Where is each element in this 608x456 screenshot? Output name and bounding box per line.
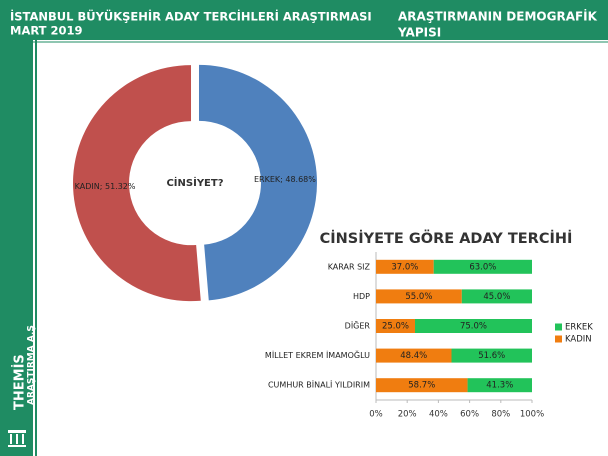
legend-label: ERKEK	[565, 323, 593, 333]
x-tick-label: 20%	[398, 410, 417, 420]
bar-label: 63.0%	[469, 262, 496, 272]
bar-label: 75.0%	[460, 322, 487, 332]
bar-segment	[376, 348, 452, 363]
x-tick-label: 0%	[369, 410, 383, 420]
brand: THEMİS	[12, 354, 28, 410]
x-tick-label: 100%	[520, 410, 544, 420]
category-label: CUMHUR BİNALİ YILDIRIM	[268, 380, 370, 390]
bar-label: 55.0%	[405, 292, 432, 302]
bar-label: 37.0%	[391, 262, 418, 272]
bar-segment	[467, 378, 532, 393]
brand-sub: ARAŞTIRMA A.Ş	[27, 325, 37, 405]
header-date: MART 2019	[10, 24, 83, 38]
bar-segment	[433, 259, 532, 274]
bar-segment	[415, 319, 532, 333]
bar-segment	[461, 289, 532, 304]
category-label: KARAR SIZ	[328, 262, 371, 271]
slice-label: KADIN; 51.32%	[75, 182, 136, 191]
donut-slice	[73, 65, 201, 302]
center-label: CİNSİYET?	[166, 175, 223, 189]
donut-slice	[198, 64, 317, 301]
x-tick-label: 80%	[491, 410, 510, 420]
bar-segment	[376, 319, 415, 333]
bar-segment	[376, 378, 468, 393]
bar-segment	[451, 348, 532, 363]
logo	[8, 430, 26, 447]
header-band	[0, 0, 608, 40]
bar-label: 45.0%	[483, 292, 510, 302]
section-title: ARAŞTIRMANIN DEMOGRAFİK	[398, 9, 598, 24]
bar-label: 48.4%	[400, 351, 427, 361]
slice-label: ERKEK; 48.68%	[254, 175, 316, 184]
category-label: HDP	[353, 292, 370, 301]
x-tick-label: 40%	[429, 410, 448, 420]
legend-swatch	[555, 323, 562, 331]
bar-label: 51.6%	[478, 351, 505, 361]
category-label: MİLLET EKREM İMAMOĞLU	[265, 349, 370, 360]
category-label: DİĞER	[345, 320, 371, 331]
bar-segment	[376, 259, 434, 274]
bar-label: 41.3%	[486, 381, 513, 391]
sidebar-band	[0, 0, 33, 456]
section-title: YAPISI	[397, 26, 441, 40]
x-tick-label: 60%	[460, 410, 479, 420]
bar-label: 58.7%	[408, 381, 435, 391]
header-title: İSTANBUL BÜYÜKŞEHİR ADAY TERCİHLERİ ARAŞ…	[10, 9, 372, 24]
bar-segment	[376, 289, 462, 304]
chart-title: CİNSİYETE GÖRE ADAY TERCİHİ	[320, 229, 573, 247]
legend-label: KADIN	[565, 335, 592, 345]
bar-label: 25.0%	[382, 322, 409, 332]
legend-swatch	[555, 335, 562, 343]
